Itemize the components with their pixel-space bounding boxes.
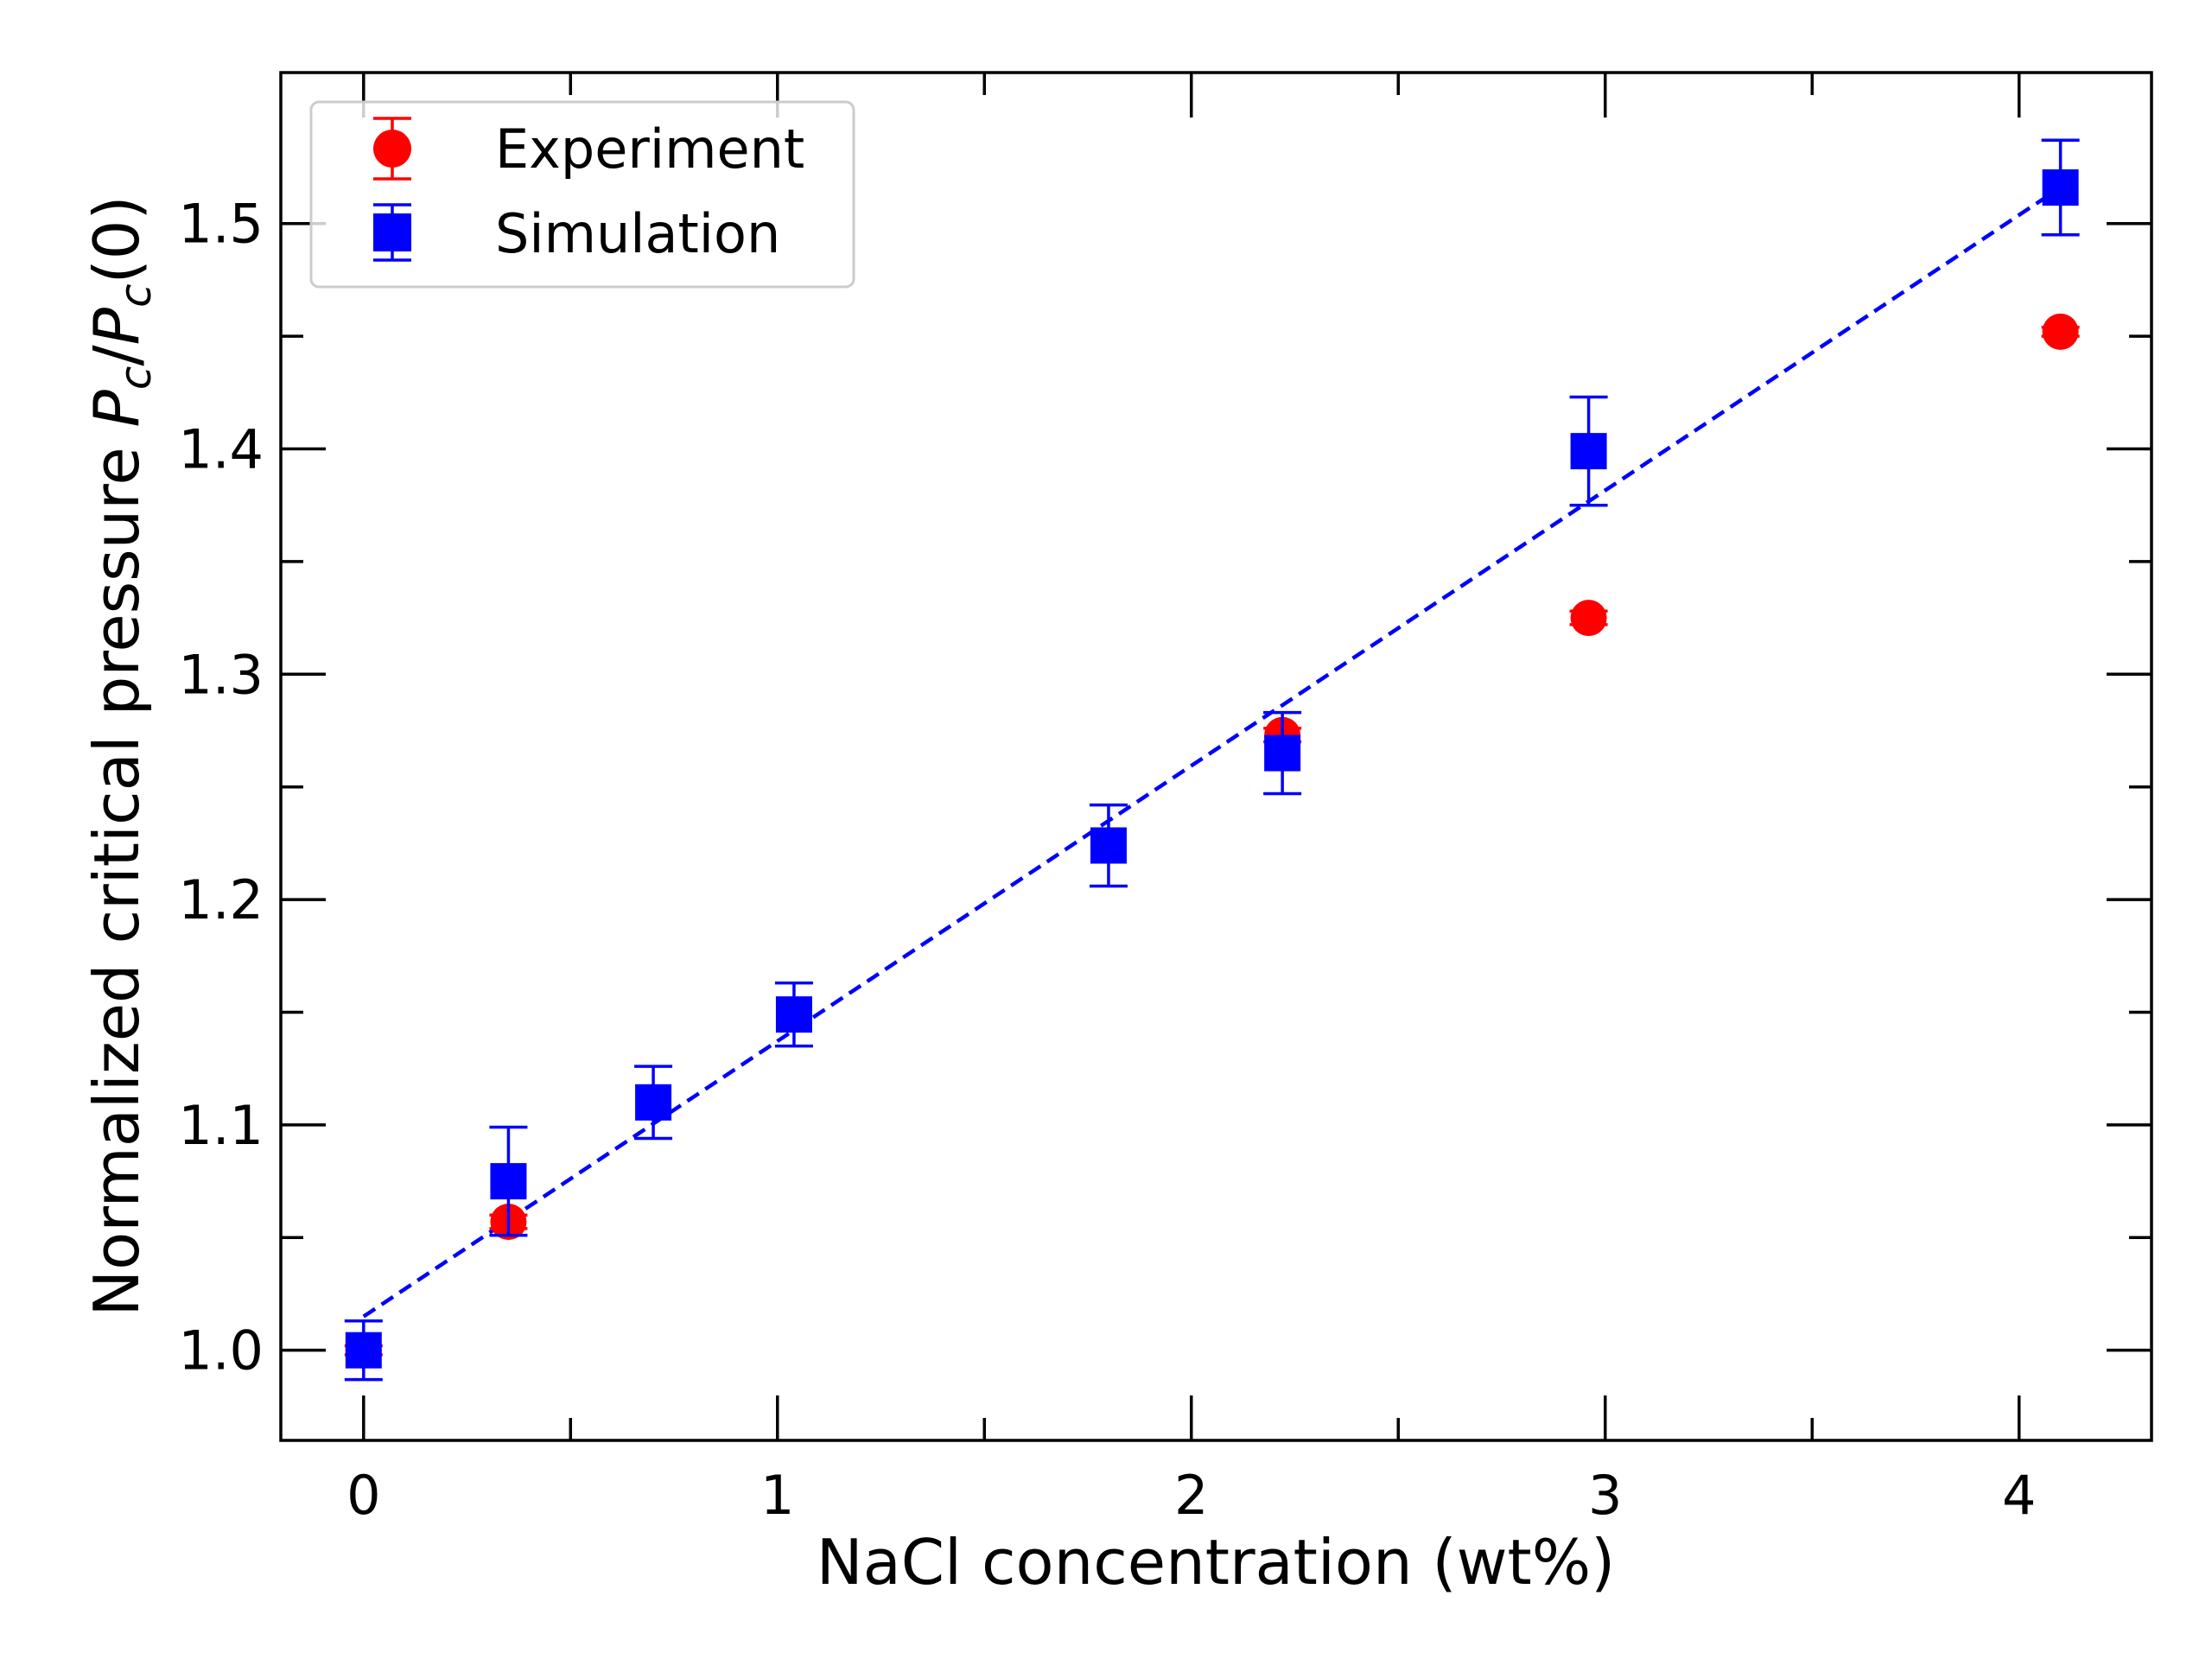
y-axis-label-p2: P bbox=[80, 307, 153, 345]
simulation-point bbox=[2041, 138, 2080, 237]
y-tick-label: 1.5 bbox=[178, 193, 264, 256]
simulation-point bbox=[1263, 710, 1302, 796]
experiment-point bbox=[2041, 313, 2080, 350]
x-tick-label: 1 bbox=[760, 1464, 794, 1527]
fit-line-layer bbox=[362, 186, 2062, 1319]
legend: Experiment Simulation bbox=[309, 100, 855, 289]
y-axis-label: Normalized critical pressure Pc/Pc(0) bbox=[80, 195, 161, 1316]
tick-layer: 0 1 2 3 4 1.0 1.1 1.2 1.3 1.4 1.5 bbox=[178, 73, 2152, 1527]
simulation-marker bbox=[2042, 169, 2079, 207]
simulation-marker bbox=[635, 1084, 672, 1121]
simulation-marker bbox=[345, 1332, 382, 1369]
simulation-marker bbox=[1570, 433, 1607, 470]
series-simulation bbox=[344, 138, 2080, 1382]
x-tick-label: 4 bbox=[2002, 1464, 2036, 1527]
experiment-marker bbox=[1570, 600, 1607, 637]
y-axis-label-p1: P bbox=[80, 390, 153, 428]
experiment-point bbox=[1569, 600, 1608, 637]
plot-frame bbox=[279, 71, 2153, 1442]
simulation-point bbox=[1089, 803, 1128, 888]
simulation-point bbox=[634, 1065, 673, 1141]
y-tick-label: 1.3 bbox=[178, 643, 264, 706]
legend-experiment-marker bbox=[373, 117, 411, 181]
legend-simulation-marker bbox=[373, 203, 411, 262]
x-axis-label: NaCl concentration (wt%) bbox=[817, 1526, 1615, 1599]
y-axis-label-slash: / bbox=[80, 345, 153, 366]
y-tick-label: 1.1 bbox=[178, 1094, 264, 1157]
experiment-marker bbox=[2042, 313, 2079, 350]
y-tick-label: 1.0 bbox=[178, 1319, 264, 1382]
legend-experiment-label: Experiment bbox=[495, 118, 804, 181]
simulation-point bbox=[774, 981, 813, 1048]
y-axis-label-sub2: c bbox=[111, 283, 161, 308]
y-tick-label: 1.4 bbox=[178, 418, 264, 481]
y-tick-label: 1.2 bbox=[178, 868, 264, 931]
legend-box bbox=[309, 100, 855, 289]
simulation-fit-line bbox=[362, 186, 2062, 1319]
simulation-marker bbox=[1264, 734, 1301, 772]
x-tick-label: 0 bbox=[346, 1464, 380, 1527]
y-axis-label-prefix: Normalized critical pressure bbox=[80, 428, 153, 1317]
x-tick-label: 3 bbox=[1588, 1464, 1622, 1527]
simulation-point bbox=[489, 1125, 528, 1237]
simulation-marker bbox=[490, 1163, 527, 1200]
simulation-point bbox=[1569, 395, 1608, 507]
simulation-point bbox=[344, 1319, 383, 1382]
x-tick-label: 2 bbox=[1174, 1464, 1208, 1527]
data-layer bbox=[344, 138, 2080, 1382]
y-axis-label-sub1: c bbox=[111, 366, 161, 391]
y-axis-label-suffix: (0) bbox=[80, 195, 153, 283]
simulation-marker bbox=[1090, 827, 1127, 864]
legend-simulation-label: Simulation bbox=[495, 202, 780, 265]
simulation-marker bbox=[775, 996, 812, 1033]
